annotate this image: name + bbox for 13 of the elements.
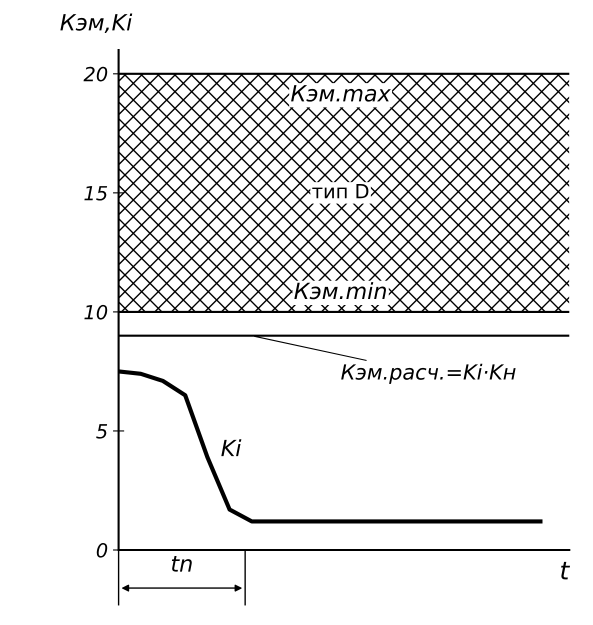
- y-tick-label: 5: [96, 424, 108, 439]
- text: tn: [172, 556, 192, 572]
- y-tick-label: 10: [84, 304, 108, 320]
- y-tick-label: 20: [84, 66, 108, 82]
- band-label: тип D: [312, 184, 368, 198]
- series-label: Ki: [221, 439, 242, 456]
- y-axis-title: Кэм,Ki: [60, 13, 132, 33]
- annotation: Кэм.max: [291, 85, 391, 102]
- y-tick-label: 0: [96, 542, 108, 558]
- x-axis-title: t: [561, 562, 570, 580]
- ref-line-label: Кэм.расч.=Ki·Kн: [341, 364, 516, 384]
- y-tick-label: 15: [84, 186, 108, 201]
- annotation: Кэм.min: [294, 282, 386, 300]
